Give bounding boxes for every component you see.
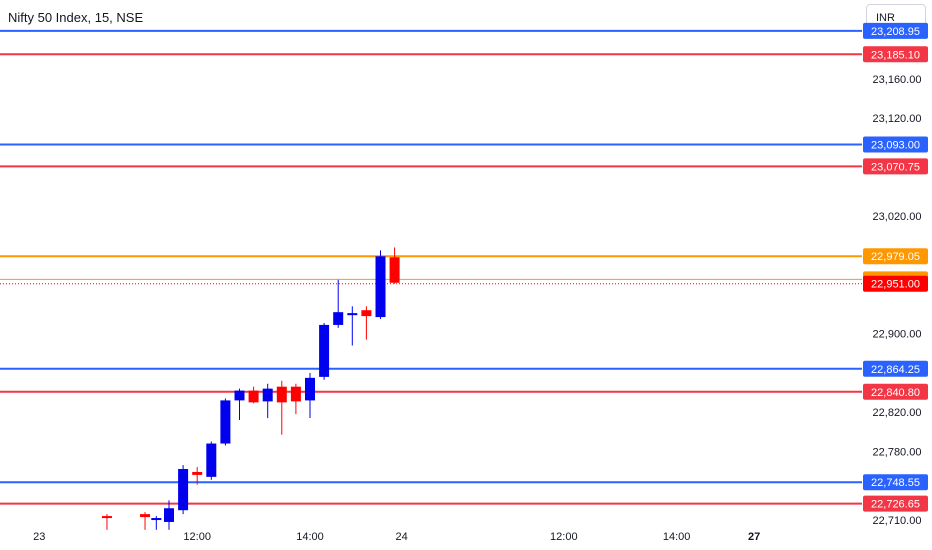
candle-body [140, 514, 151, 518]
candle [151, 516, 162, 530]
level-label: 22,951.00 [863, 275, 928, 292]
candle [262, 383, 273, 419]
candle [347, 306, 358, 346]
level-label-text: 22,864.25 [871, 364, 920, 376]
candle [248, 386, 259, 404]
candle [276, 380, 287, 435]
price-axis[interactable]: 23,160.00 23,120.00 23,020.00 22,900.00 22,8… [873, 74, 922, 527]
level-label-text: 23,070.75 [871, 161, 920, 173]
candle-body [248, 390, 259, 403]
candle [375, 250, 386, 320]
candle-body [290, 386, 301, 402]
level-label-text: 22,840.80 [871, 387, 920, 399]
price-tick-label: 22,780.00 [873, 446, 922, 458]
candle [192, 467, 203, 485]
candle-body [220, 400, 231, 444]
candle [305, 372, 315, 419]
level-label: 22,840.80 [863, 383, 928, 400]
level-label: 22,864.25 [863, 360, 928, 377]
level-label-text: 23,185.10 [871, 49, 920, 61]
level-labels: 23,208.95 23,185.10 23,093.00 23,070.75 22,9… [863, 22, 928, 512]
level-label-text: 23,093.00 [871, 140, 920, 152]
candle-body [164, 508, 174, 522]
candle [389, 247, 400, 284]
level-label-bg [863, 46, 928, 63]
candle-body [361, 310, 372, 317]
time-tick-label: 24 [396, 531, 408, 543]
candle-body [347, 313, 358, 316]
time-tick-label: 12:00 [183, 531, 211, 543]
level-label-text: 22,979.05 [871, 251, 920, 263]
time-tick-label: 14:00 [296, 531, 324, 543]
chart-title: Nifty 50 Index, 15, NSE [8, 10, 144, 25]
level-label-bg [863, 495, 928, 512]
time-tick-label: 12:00 [550, 531, 578, 543]
level-label-text: 22,951.00 [871, 279, 920, 291]
candle-body [234, 390, 245, 401]
price-tick-label: 23,020.00 [873, 211, 922, 223]
candle-body [206, 443, 217, 477]
time-tick-label: 14:00 [663, 531, 691, 543]
candle [234, 388, 245, 421]
candle [206, 441, 217, 480]
level-label-bg [863, 22, 928, 39]
level-label-bg [863, 474, 928, 491]
level-label-text: 22,726.65 [871, 499, 920, 511]
candle-body [319, 324, 330, 377]
time-axis[interactable]: 23 12:00 14:00 24 12:00 14:00 27 [33, 531, 760, 543]
candle-body [151, 518, 162, 521]
candle [164, 500, 174, 530]
price-tick-label: 23,120.00 [873, 113, 922, 125]
level-label-text: 23,208.95 [871, 26, 920, 38]
time-tick-label: 27 [748, 531, 760, 543]
candle-body [101, 516, 112, 519]
level-label-bg [863, 275, 928, 292]
candle [333, 279, 344, 328]
candle [140, 512, 151, 530]
candle-body [389, 257, 400, 283]
level-lines [0, 29, 862, 505]
candle [178, 465, 189, 515]
level-label-text: 22,748.55 [871, 477, 920, 489]
level-label: 23,185.10 [863, 46, 928, 63]
candle [290, 383, 301, 415]
candle-body [375, 256, 386, 318]
level-label: 22,726.65 [863, 495, 928, 512]
candles [101, 247, 400, 530]
price-tick-label: 22,820.00 [873, 407, 922, 419]
level-label: 23,070.75 [863, 158, 928, 175]
candle [319, 322, 330, 380]
level-label-bg [863, 248, 928, 265]
level-label-bg [863, 158, 928, 175]
level-label-bg [863, 383, 928, 400]
candle-body [192, 471, 203, 475]
level-label: 22,979.05 [863, 248, 928, 265]
level-label: 23,208.95 [863, 22, 928, 39]
candle [101, 514, 112, 530]
price-tick-label: 22,710.00 [873, 515, 922, 527]
candle-body [305, 377, 315, 401]
level-label: 23,093.00 [863, 136, 928, 153]
candle-body [262, 388, 273, 402]
candle [361, 306, 372, 340]
level-label-bg [863, 360, 928, 377]
time-tick-label: 23 [33, 531, 45, 543]
price-tick-label: 23,160.00 [873, 74, 922, 86]
candle-body [333, 312, 344, 325]
price-tick-label: 22,900.00 [873, 329, 922, 341]
level-label-bg [863, 136, 928, 153]
candle-body [178, 469, 189, 511]
level-label: 22,748.55 [863, 474, 928, 491]
candle-body [276, 386, 287, 403]
candle [220, 398, 231, 446]
